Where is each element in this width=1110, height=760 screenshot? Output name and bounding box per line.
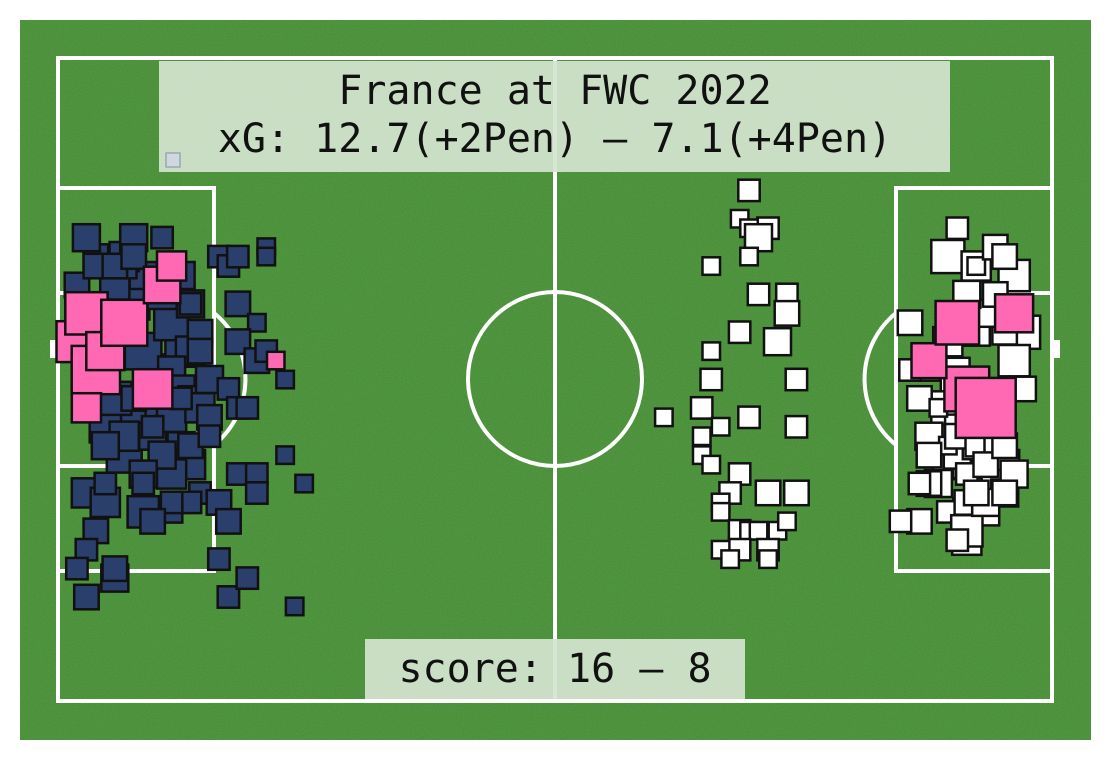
opponent-shot-marker bbox=[701, 454, 722, 475]
score-label-box bbox=[365, 639, 745, 699]
france-goal-marker bbox=[155, 250, 188, 282]
france-goal-marker bbox=[70, 391, 103, 424]
france-shot-marker bbox=[71, 222, 102, 253]
opponent-shot-marker bbox=[905, 384, 933, 412]
opponent-goal-marker bbox=[910, 341, 948, 380]
france-shot-marker bbox=[294, 473, 315, 494]
opponent-shot-marker bbox=[896, 309, 924, 337]
france-shot-marker bbox=[235, 395, 260, 420]
opponent-shot-marker bbox=[737, 405, 761, 430]
opponent-shot-marker bbox=[962, 479, 990, 507]
france-shot-marker bbox=[275, 369, 296, 390]
opponent-shot-marker bbox=[773, 299, 801, 327]
center-circle bbox=[466, 290, 644, 468]
opponent-shot-marker bbox=[701, 341, 722, 362]
opponent-shot-marker bbox=[691, 426, 712, 447]
opponent-shot-marker bbox=[991, 479, 1019, 507]
france-shot-marker bbox=[224, 290, 252, 318]
opponent-shot-marker bbox=[915, 441, 943, 469]
left-penalty-arc bbox=[212, 311, 248, 447]
france-goal-marker bbox=[100, 298, 149, 348]
opponent-shot-marker bbox=[739, 246, 760, 267]
opponent-goal-marker bbox=[993, 293, 1035, 334]
xg-summary: xG: 12.7(+2Pen) – 7.1(+4Pen) bbox=[218, 116, 892, 162]
opponent-shot-marker bbox=[997, 343, 1032, 378]
header-label-box bbox=[159, 61, 950, 172]
opponent-shot-marker bbox=[966, 256, 987, 277]
france-shot-marker bbox=[93, 471, 118, 496]
opponent-shot-marker bbox=[888, 509, 913, 534]
opponent-shot-marker bbox=[762, 326, 793, 357]
france-shot-marker bbox=[206, 547, 231, 572]
right-goal-post bbox=[1052, 340, 1060, 358]
france-shot-marker bbox=[120, 243, 148, 271]
opponent-shot-marker bbox=[945, 216, 970, 241]
opponent-goal-marker bbox=[954, 376, 1017, 440]
opponent-shot-marker bbox=[727, 320, 752, 345]
opponent-shot-marker bbox=[784, 414, 809, 439]
opponent-shot-marker bbox=[758, 549, 779, 570]
france-shot-marker bbox=[235, 566, 260, 591]
opponent-shot-marker bbox=[945, 528, 970, 553]
france-shot-marker bbox=[131, 471, 156, 496]
legend-marker bbox=[165, 152, 181, 168]
france-shot-marker bbox=[139, 507, 167, 535]
france-shot-marker bbox=[150, 225, 175, 250]
france-shot-marker bbox=[186, 337, 214, 365]
opponent-shot-marker bbox=[782, 479, 810, 507]
france-shot-marker bbox=[216, 585, 241, 609]
opponent-shot-marker bbox=[653, 407, 674, 428]
france-shot-marker bbox=[244, 481, 269, 505]
opponent-shot-marker bbox=[746, 282, 771, 307]
france-shot-marker bbox=[214, 507, 242, 535]
france-shot-marker bbox=[159, 490, 184, 515]
france-shot-marker bbox=[225, 244, 250, 269]
left-goal-post bbox=[50, 340, 58, 358]
opponent-shot-marker bbox=[737, 178, 761, 203]
france-goal-marker bbox=[265, 350, 286, 371]
france-shot-marker bbox=[256, 246, 277, 267]
france-shot-marker bbox=[90, 430, 121, 461]
opponent-shot-marker bbox=[991, 243, 1019, 271]
france-shot-marker bbox=[72, 583, 100, 611]
opponent-shot-marker bbox=[710, 416, 731, 437]
opponent-shot-marker bbox=[689, 395, 714, 420]
opponent-shot-marker bbox=[754, 479, 782, 507]
right-penalty-arc bbox=[862, 311, 898, 447]
opponent-shot-marker bbox=[710, 501, 731, 522]
france-shot-marker bbox=[197, 424, 222, 449]
france-shot-marker bbox=[101, 555, 129, 583]
opponent-shot-marker bbox=[907, 471, 932, 496]
france-shot-marker bbox=[284, 596, 305, 617]
opponent-shot-marker bbox=[701, 256, 722, 277]
france-shot-marker bbox=[178, 291, 203, 316]
opponent-shot-marker bbox=[784, 367, 809, 392]
france-goal-marker bbox=[131, 367, 174, 410]
france-shot-marker bbox=[275, 445, 296, 466]
chart-title: France at FWC 2022 bbox=[338, 68, 771, 114]
opponent-shot-marker bbox=[930, 238, 966, 275]
opponent-shot-marker bbox=[699, 367, 724, 392]
opponent-goal-marker bbox=[934, 299, 981, 346]
opponent-shot-marker bbox=[776, 511, 797, 532]
opponent-shot-marker bbox=[748, 520, 769, 541]
opponent-shot-marker bbox=[720, 549, 741, 570]
france-shot-marker bbox=[140, 414, 165, 439]
score-text: score: 16 – 8 bbox=[398, 646, 711, 692]
france-shot-marker bbox=[64, 556, 89, 581]
shot-markers bbox=[55, 178, 1042, 617]
france-shot-marker bbox=[246, 312, 267, 333]
